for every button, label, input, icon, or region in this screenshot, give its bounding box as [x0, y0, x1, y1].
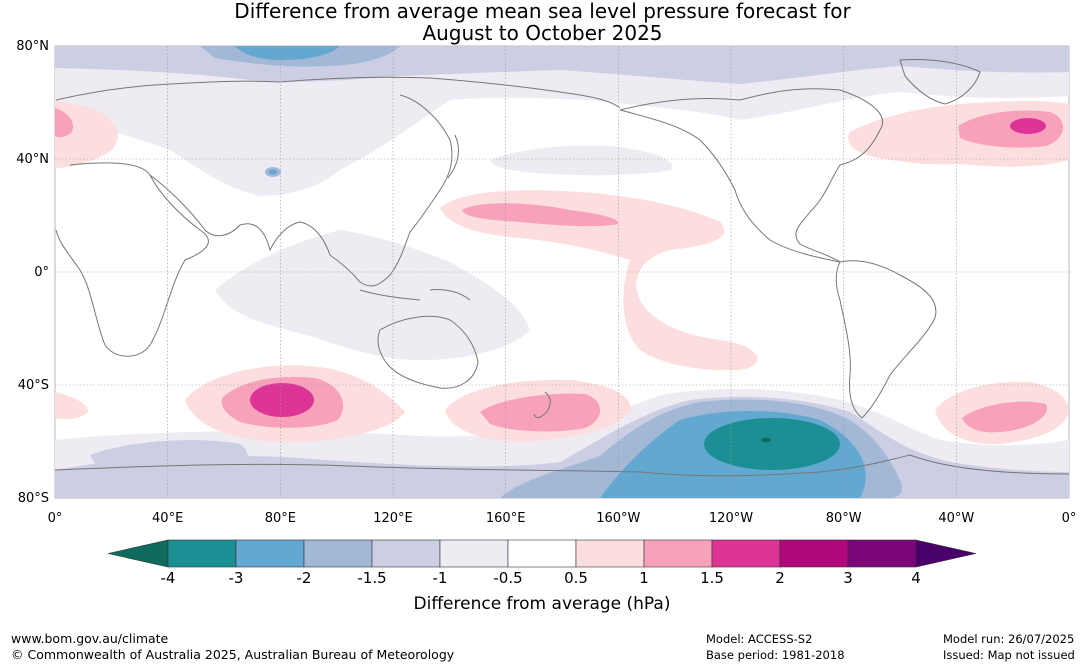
colorbar-bin: [643, 539, 713, 568]
arctic-low-light: [55, 46, 1069, 196]
south-asia-coast: [149, 94, 453, 287]
title-line-2: August to October 2025: [422, 21, 663, 45]
longitude-label: 40°E: [152, 511, 183, 526]
colorbar-title: Difference from average (hPa): [414, 594, 671, 614]
europe-high-core: [55, 108, 74, 138]
new-zealand-coast: [533, 391, 551, 418]
longitude-label: 40°W: [938, 511, 974, 526]
longitude-label: 120°W: [709, 511, 753, 526]
longitude-label: 160°E: [486, 511, 526, 526]
colorbar-bin: [779, 539, 849, 568]
colorbar-extension-low: [107, 539, 169, 568]
anomaly-fields: [55, 46, 1069, 498]
colorbar-tick-labels: -4 -3 -2 -1.5 -1 -0.5 0.5 1 1.5 2 3 4: [161, 569, 921, 587]
longitude-label: 120°E: [373, 511, 413, 526]
colorbar-bin: [847, 539, 917, 568]
south-america-coast: [835, 260, 937, 419]
tasman-high-core: [480, 393, 600, 432]
ross-sea-low-centre: [704, 418, 840, 470]
footer-model-run: Model run: 26/07/2025: [943, 632, 1075, 646]
arctic-low-core: [235, 46, 340, 60]
latitude-labels: 80°N 40°N 0° 40°S 80°S: [16, 39, 49, 506]
footer-url[interactable]: www.bom.gov.au/climate: [11, 631, 169, 646]
colorbar-tick-label: -1.5: [357, 569, 386, 587]
footer-run-info: Model run: 26/07/2025 Issued: Map not is…: [943, 631, 1075, 663]
north-atlantic-high-centre: [1010, 118, 1046, 134]
japan-coast: [447, 134, 459, 179]
colorbar-bin: [711, 539, 781, 568]
longitude-label: 80°E: [265, 511, 296, 526]
colorbar-bin: [507, 539, 577, 568]
europe-high-light: [55, 100, 118, 168]
latitude-label: 0°: [34, 265, 49, 280]
footer-left: www.bom.gov.au/climate © Commonwealth of…: [11, 631, 454, 663]
colorbar-tick-label: 0.5: [564, 569, 588, 587]
colorbar-tick-label: 1: [639, 569, 649, 587]
colorbar-bin: [235, 539, 305, 568]
latitude-label: 80°N: [16, 39, 49, 54]
south-atlantic-high-core: [962, 401, 1047, 433]
australia-coast: [377, 315, 479, 389]
colorbar-tick-label: 1.5: [700, 569, 724, 587]
colorbar-tick-label: -2: [297, 569, 312, 587]
footer-model: Model: ACCESS-S2: [706, 632, 813, 646]
southern-indian-low: [90, 439, 248, 485]
colorbar-bin: [371, 539, 441, 568]
colorbar-extension-high: [915, 539, 977, 568]
map-title: Difference from average mean sea level p…: [0, 0, 1085, 44]
footer-issued: Issued: Map not issued: [943, 648, 1075, 662]
footer-base-period: Base period: 1981-2018: [706, 648, 845, 662]
indo-pacific-low: [215, 230, 530, 361]
longitude-labels: 0° 40°E 80°E 120°E 160°E 160°W 120°W 80°W 40°W 0°: [48, 511, 1077, 526]
indonesia-coast: [359, 289, 471, 301]
colorbar-tick-label: -1: [433, 569, 448, 587]
north-pacific-high-core: [462, 203, 619, 227]
north-america-coast: [619, 88, 883, 263]
colorbar-tick-label: 3: [843, 569, 853, 587]
north-pacific-high-light: [440, 190, 758, 371]
colorbar: [107, 539, 977, 568]
colorbar-bin: [303, 539, 373, 568]
eurasia-north-coast: [55, 76, 621, 109]
ross-sea-low-minimum: [761, 437, 771, 443]
footer-model-info: Model: ACCESS-S2 Base period: 1981-2018: [706, 631, 845, 663]
colorbar-tick-label: -4: [161, 569, 176, 587]
longitude-label: 0°: [48, 511, 63, 526]
latitude-label: 80°S: [18, 491, 49, 506]
latitude-label: 40°N: [16, 152, 49, 167]
pressure-anomaly-map: 80°N 40°N 0° 40°S 80°S 0° 40°E 80°E 120°E 160°E 1…: [16, 39, 1077, 614]
antarctica-coast: [55, 454, 1069, 477]
coastlines: [55, 59, 1069, 477]
colorbar-bin: [439, 539, 509, 568]
colorbar-tick-label: -0.5: [493, 569, 522, 587]
footer-copyright: © Commonwealth of Australia 2025, Austra…: [11, 647, 455, 662]
north-pacific-low: [490, 145, 672, 176]
colorbar-bin: [575, 539, 645, 568]
title-line-1: Difference from average mean sea level p…: [234, 0, 851, 23]
gridlines: [55, 46, 1069, 498]
colorbar-tick-label: -3: [229, 569, 244, 587]
latitude-label: 40°S: [18, 378, 49, 393]
colorbar-tick-label: 2: [775, 569, 785, 587]
longitude-label: 80°W: [826, 511, 862, 526]
cape-high: [55, 392, 88, 420]
longitude-label: 0°: [1062, 511, 1077, 526]
south-indian-high-core: [250, 383, 314, 417]
colorbar-tick-label: 4: [911, 569, 921, 587]
colorbar-bin: [167, 539, 237, 568]
tibet-low-core: [269, 169, 277, 175]
longitude-label: 160°W: [596, 511, 640, 526]
greenland-coast: [899, 59, 981, 105]
